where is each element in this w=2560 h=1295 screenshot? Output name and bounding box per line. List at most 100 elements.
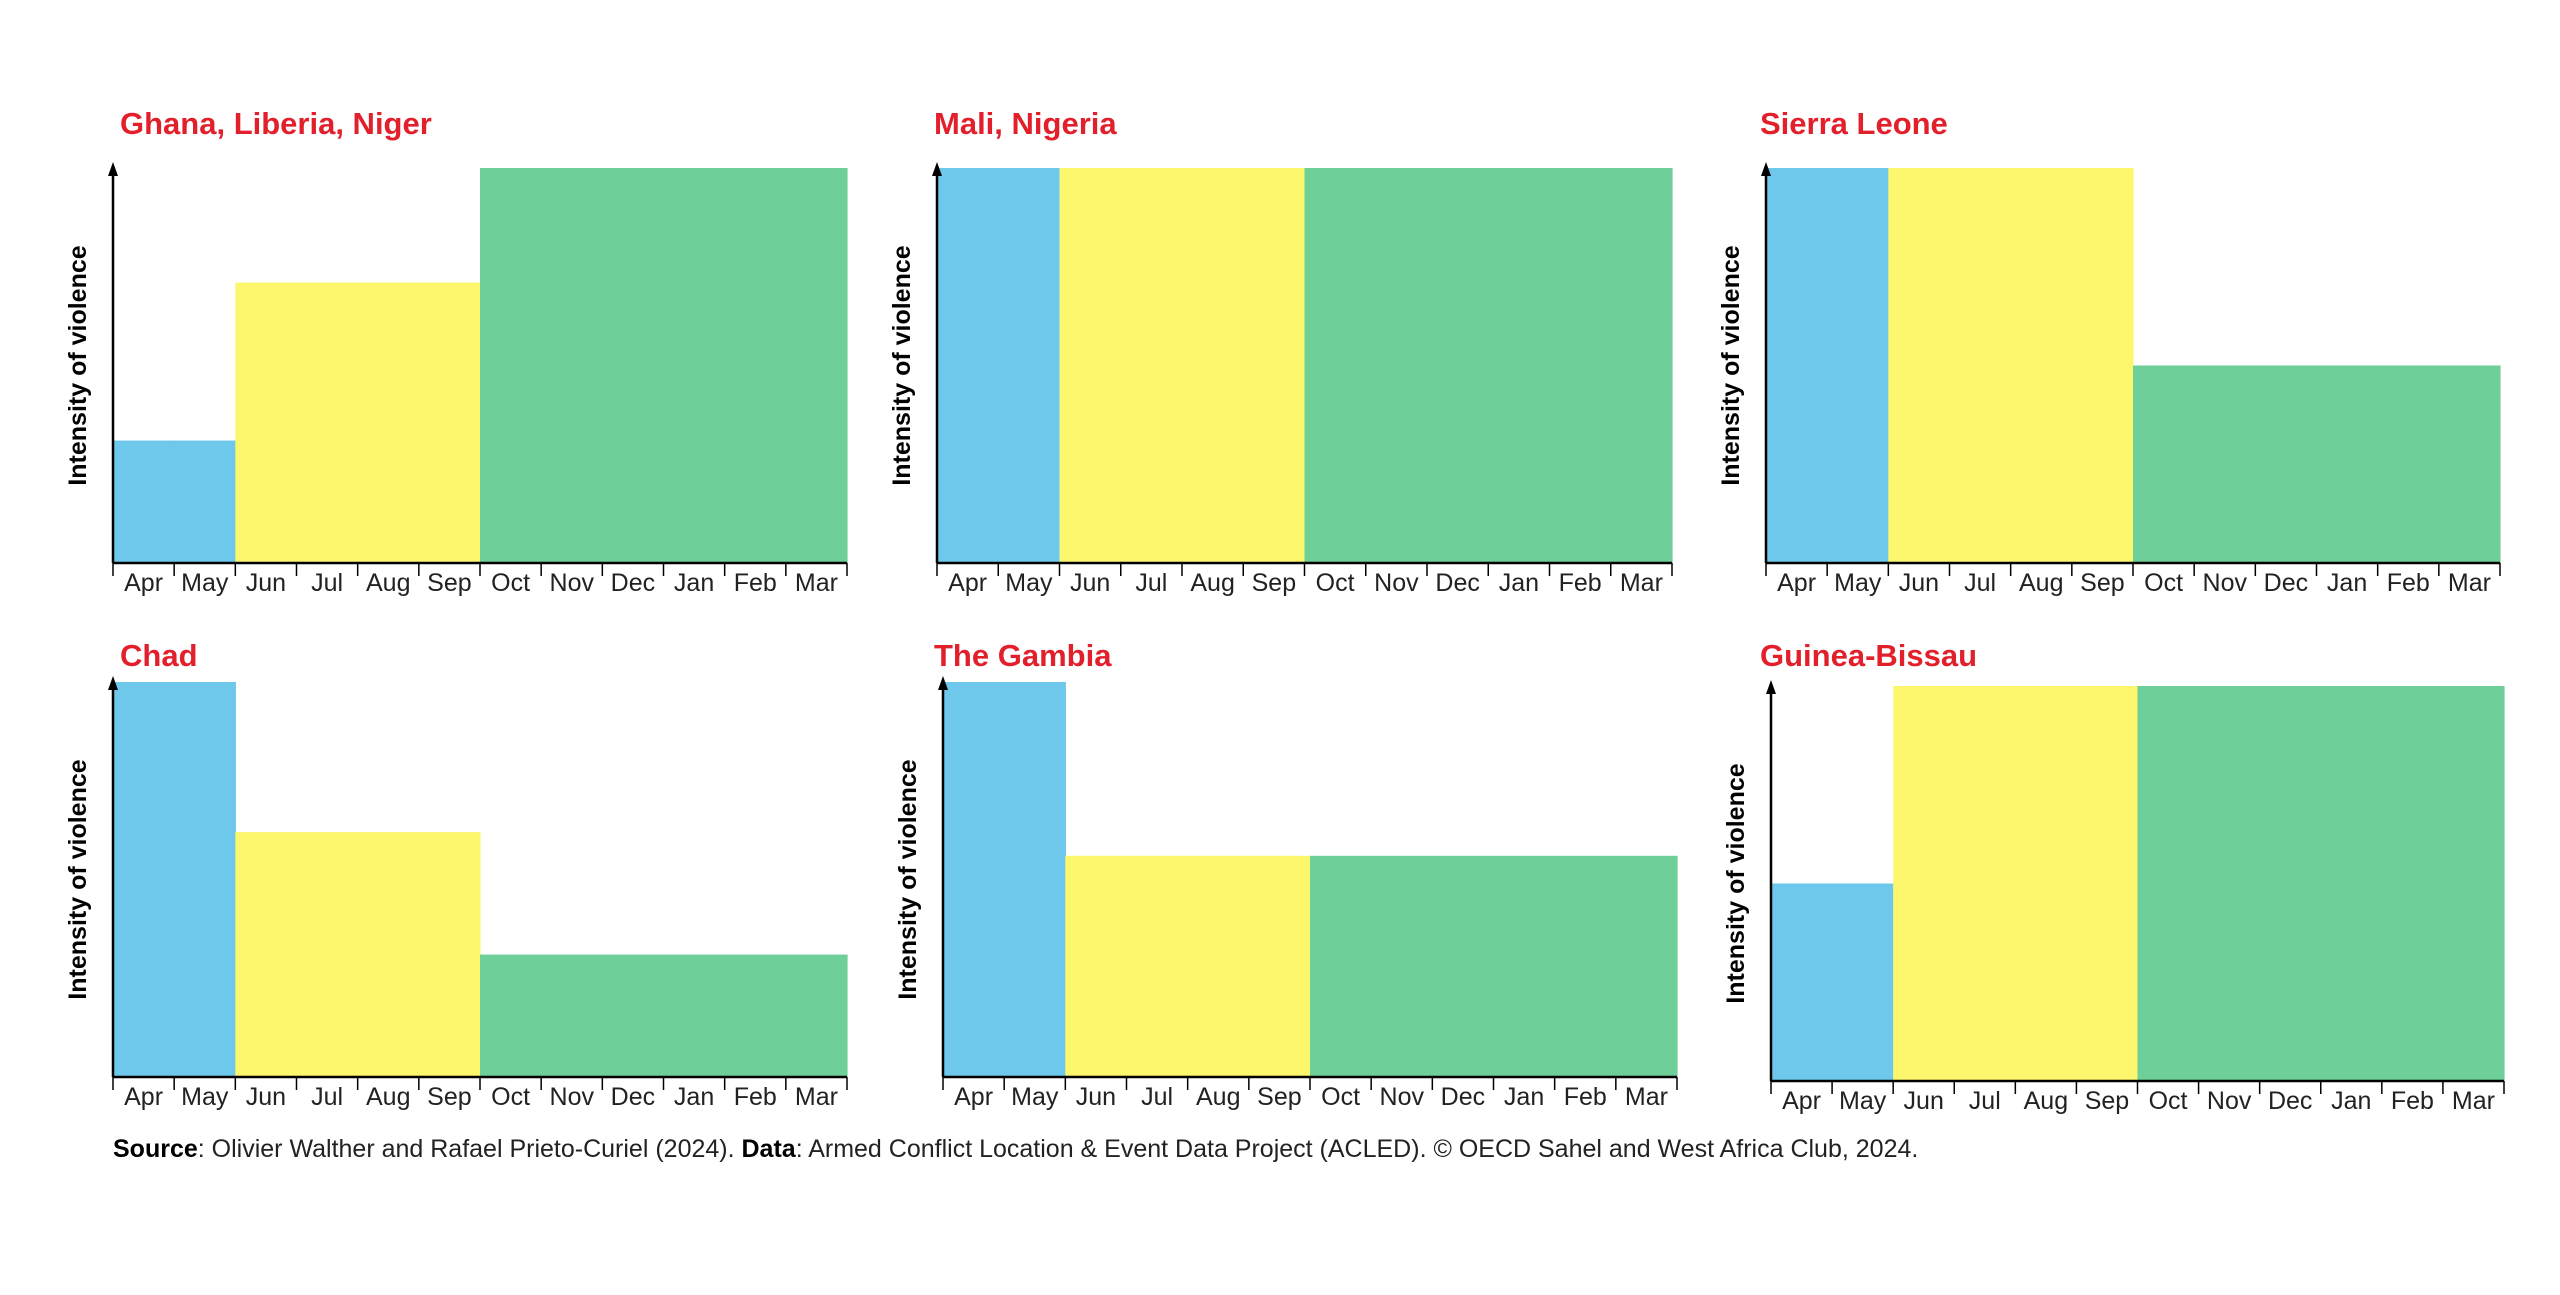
bar xyxy=(541,954,603,1077)
bar xyxy=(724,168,787,563)
panel-title: Mali, Nigeria xyxy=(934,106,1117,141)
x-tick-label: Mar xyxy=(2448,569,2491,597)
bar xyxy=(418,282,481,563)
bar xyxy=(2015,686,2078,1081)
bar xyxy=(1888,168,1951,563)
x-tick-label: Mar xyxy=(1625,1083,1668,1111)
bar xyxy=(724,954,787,1077)
bar xyxy=(2381,686,2444,1081)
bar xyxy=(296,282,359,563)
x-tick-label: Jun xyxy=(1076,1083,1116,1111)
x-tick-label: Jun xyxy=(246,1083,286,1111)
x-tick-label: Dec xyxy=(1435,569,1479,597)
bar xyxy=(1954,686,2016,1081)
x-tick-label: Jul xyxy=(1964,569,1996,597)
x-tick-label: Apr xyxy=(124,1083,163,1111)
x-tick-label: Aug xyxy=(1190,569,1234,597)
data-label: Data xyxy=(741,1135,796,1163)
x-tick-label: Jun xyxy=(246,569,286,597)
bar xyxy=(2133,365,2195,563)
x-tick-label: Jun xyxy=(1904,1087,1944,1115)
bar xyxy=(2076,686,2139,1081)
y-axis-label: Intensity of violence xyxy=(64,759,92,999)
y-axis-arrow xyxy=(108,162,118,176)
bar xyxy=(998,168,1061,563)
bar xyxy=(1549,168,1612,563)
bar xyxy=(1059,168,1122,563)
chart-panel: Apr May Jun Jul Aug Sep Oct Nov Dec Jan Feb Mar Inte… xyxy=(894,638,1678,1111)
bar xyxy=(2259,686,2322,1081)
bar xyxy=(1893,686,1955,1081)
x-tick-label: Jan xyxy=(674,1083,714,1111)
bar xyxy=(2194,365,2256,563)
bar xyxy=(418,832,481,1077)
x-tick-label: Oct xyxy=(2149,1087,2188,1115)
bar xyxy=(1488,168,1551,563)
x-tick-label: May xyxy=(1834,569,1882,597)
bar xyxy=(1304,168,1367,563)
x-tick-label: Aug xyxy=(366,569,410,597)
panel-title: Guinea-Bissau xyxy=(1760,638,1977,673)
x-tick-label: Oct xyxy=(491,1083,530,1111)
x-tick-label: May xyxy=(1839,1087,1887,1115)
bar xyxy=(602,954,665,1077)
bar xyxy=(1949,168,2012,563)
x-tick-label: Aug xyxy=(2019,569,2063,597)
x-tick-label: Feb xyxy=(1559,569,1602,597)
data-text: : Armed Conflict Location & Event Data P… xyxy=(795,1135,1919,1163)
x-tick-label: May xyxy=(181,569,229,597)
bar xyxy=(1615,855,1678,1077)
x-tick-label: Oct xyxy=(1316,569,1355,597)
bar xyxy=(1243,168,1306,563)
bar xyxy=(113,682,175,1077)
x-tick-label: Sep xyxy=(2085,1087,2129,1115)
bar xyxy=(1766,168,1828,563)
x-tick-label: Jun xyxy=(1899,569,1939,597)
bar xyxy=(1427,168,1489,563)
x-tick-label: Oct xyxy=(1321,1083,1360,1111)
bar xyxy=(785,954,848,1077)
bar xyxy=(1371,855,1433,1077)
x-tick-label: Apr xyxy=(1777,569,1816,597)
x-tick-label: Jan xyxy=(1504,1083,1544,1111)
y-axis-label: Intensity of violence xyxy=(894,759,922,999)
x-tick-label: Mar xyxy=(1620,569,1663,597)
x-tick-label: Feb xyxy=(1564,1083,1607,1111)
x-tick-label: Sep xyxy=(427,1083,471,1111)
x-tick-label: Feb xyxy=(2387,569,2430,597)
bar xyxy=(2071,168,2134,563)
x-tick-label: May xyxy=(1011,1083,1059,1111)
bar xyxy=(235,832,298,1077)
bar xyxy=(1187,855,1250,1077)
x-tick-label: Aug xyxy=(2024,1087,2068,1115)
bar xyxy=(2316,365,2379,563)
x-tick-label: Nov xyxy=(550,569,595,597)
x-tick-label: Sep xyxy=(2080,569,2124,597)
chart-panel: Apr May Jun Jul Aug Sep Oct Nov Dec Jan Feb Mar Inte… xyxy=(1722,638,2505,1115)
bar xyxy=(174,440,236,563)
y-axis-arrow xyxy=(1766,680,1776,694)
x-tick-label: Nov xyxy=(2203,569,2248,597)
x-tick-label: Dec xyxy=(611,1083,655,1111)
source-note: Source: Olivier Walther and Rafael Priet… xyxy=(113,1135,1918,1164)
panel-title: Ghana, Liberia, Niger xyxy=(120,106,432,141)
x-tick-label: Jan xyxy=(674,569,714,597)
bar xyxy=(1182,168,1244,563)
bar xyxy=(541,168,603,563)
x-tick-label: Feb xyxy=(2391,1087,2434,1115)
bar xyxy=(2320,686,2383,1081)
bar xyxy=(1832,883,1894,1081)
chart-panel: Apr May Jun Jul Aug Sep Oct Nov Dec Jan Feb Mar Inte… xyxy=(64,106,848,597)
x-tick-label: Dec xyxy=(2268,1087,2312,1115)
bar xyxy=(1120,168,1183,563)
bar xyxy=(2442,686,2505,1081)
x-tick-label: Jan xyxy=(2327,569,2367,597)
x-tick-label: Aug xyxy=(366,1083,410,1111)
source-label: Source xyxy=(113,1135,198,1163)
bar xyxy=(2377,365,2440,563)
x-tick-label: Apr xyxy=(124,569,163,597)
panel-title: Chad xyxy=(120,638,198,673)
bar xyxy=(235,282,298,563)
chart-panel: Apr May Jun Jul Aug Sep Oct Nov Dec Jan Feb Mar Inte… xyxy=(888,106,1673,597)
x-tick-label: Mar xyxy=(2452,1087,2495,1115)
